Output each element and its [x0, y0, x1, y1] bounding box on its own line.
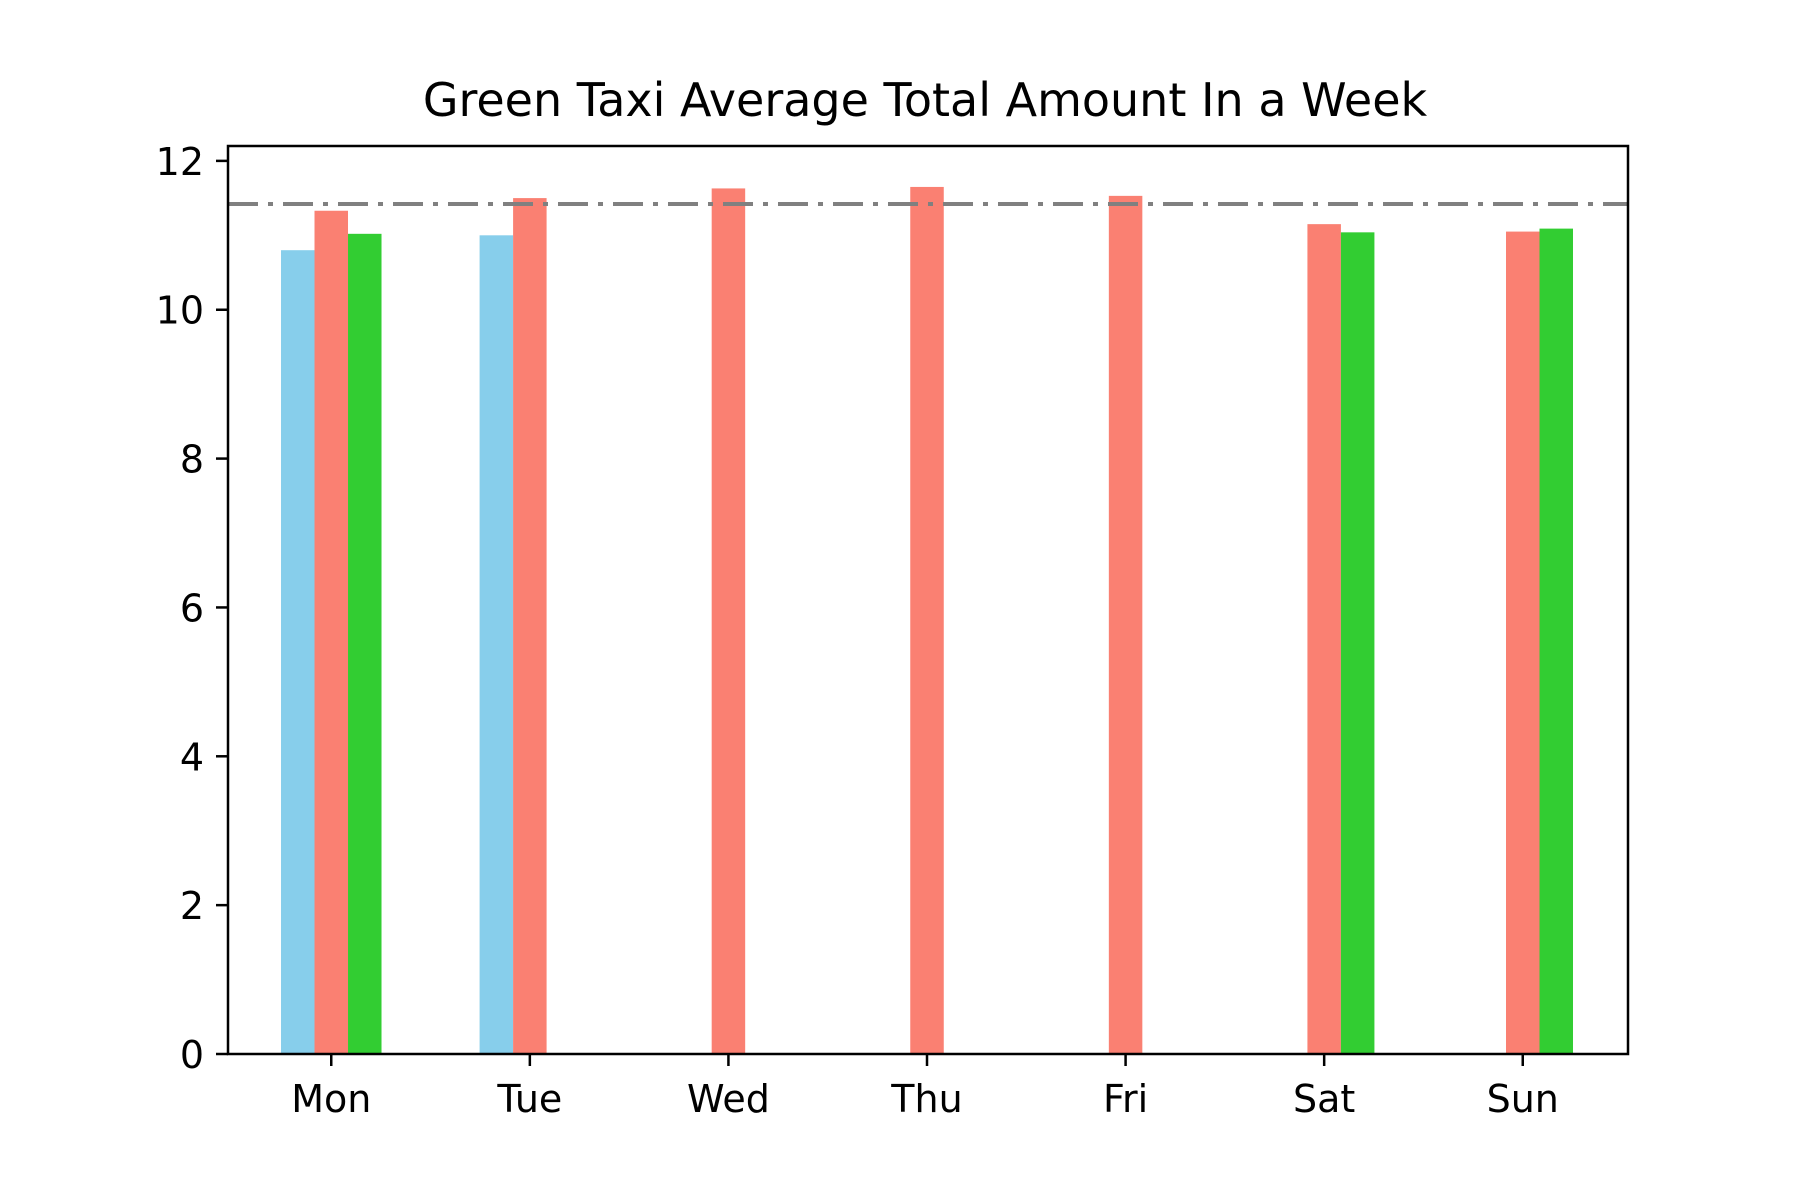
y-tick-label: 2: [180, 884, 204, 928]
bars-group: [281, 186, 1574, 1055]
x-tick-label-fri: Fri: [1103, 1077, 1148, 1121]
y-tick-label: 6: [180, 586, 204, 630]
y-tick-label: 8: [180, 438, 204, 482]
y-tick-label: 0: [180, 1033, 204, 1077]
bar-thu-series-2: [910, 186, 944, 1054]
x-tick-label-thu: Thu: [890, 1077, 962, 1121]
bar-sat-series-3: [1340, 232, 1375, 1055]
x-tick-label-sun: Sun: [1487, 1077, 1559, 1121]
y-tick-label: 4: [180, 735, 204, 779]
bar-sat-series-2: [1307, 224, 1341, 1055]
x-tick-label-wed: Wed: [687, 1077, 770, 1121]
bar-sun-series-2: [1506, 231, 1540, 1055]
y-tick-label: 12: [156, 140, 204, 184]
bar-wed-series-2: [711, 188, 746, 1054]
bar-mon-series-3: [348, 233, 382, 1055]
bar-mon-series-2: [314, 210, 349, 1054]
chart-title: Green Taxi Average Total Amount In a Wee…: [423, 73, 1428, 127]
bar-tue-series-1: [479, 235, 514, 1055]
bar-mon-series-1: [281, 250, 315, 1054]
bar-tue-series-2: [513, 198, 547, 1054]
x-tick-label-mon: Mon: [291, 1077, 371, 1121]
x-tick-label-sat: Sat: [1293, 1077, 1355, 1121]
bar-fri-series-2: [1108, 195, 1143, 1054]
y-tick-label: 10: [156, 289, 204, 333]
x-axis: Mon Tue Wed Thu Fri Sat Sun: [291, 1054, 1559, 1121]
bar-sun-series-3: [1539, 228, 1574, 1055]
y-axis: 0 2 4 6 8 10 12: [156, 140, 228, 1077]
x-tick-label-tue: Tue: [496, 1077, 562, 1121]
